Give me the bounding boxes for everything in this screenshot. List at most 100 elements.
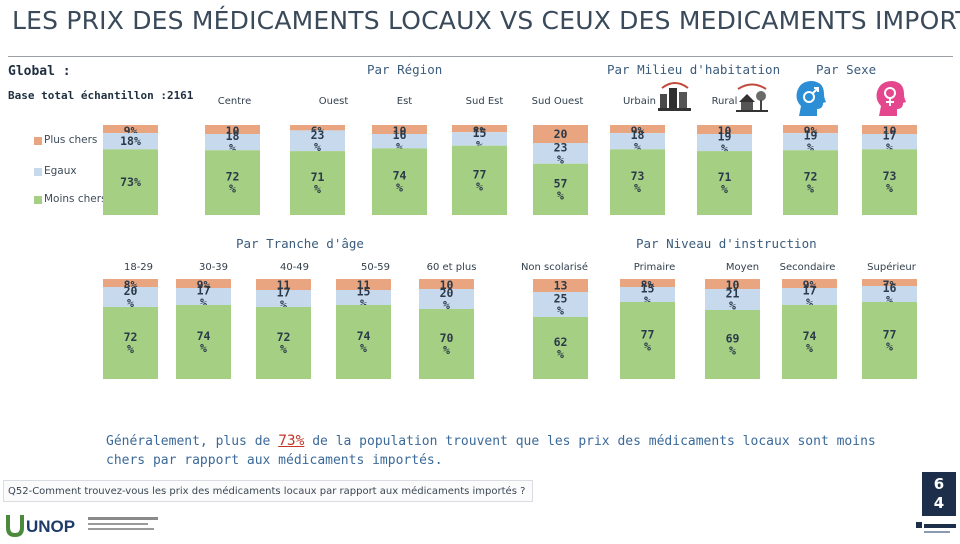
bar-segment-sud-ouest-egaux [533, 143, 588, 164]
unop-logo: UNOP [4, 512, 164, 538]
data-label-ouest-moins-chers: 71% [311, 170, 325, 196]
bar-segment-ouest-moins-chers [290, 151, 345, 215]
bar-segment-femme-plus-chers [862, 125, 917, 134]
bar-segment-50-59-plus-chers [336, 279, 391, 290]
title-divider [8, 56, 953, 57]
data-label-secondaire-moins-chers: 74% [803, 329, 817, 355]
bar-segment-superieur-egaux [862, 286, 917, 302]
data-label-primaire-egaux: 15% [641, 282, 655, 308]
data-label-60-et-plus-egaux: 20% [440, 286, 454, 312]
global-label: Global : [8, 64, 71, 79]
bar-segment-primaire-egaux [620, 287, 675, 302]
data-label-sud-est-moins-chers: 77% [473, 167, 487, 193]
bar-segment-ouest-plus-chers [290, 125, 345, 131]
data-label-60-et-plus-moins-chers: 70% [440, 331, 454, 357]
bar-segment-primaire-plus-chers [620, 279, 675, 287]
data-label-18-29-egaux: 20% [124, 284, 138, 310]
category-label-est: Est [397, 96, 413, 107]
summary-before: Généralement, plus de [106, 434, 279, 449]
data-label-40-49-plus-chers: 11 [277, 278, 291, 292]
bar-segment-est-plus-chers [372, 125, 427, 134]
data-label-secondaire-egaux: 17% [803, 284, 817, 310]
section-header-age: Par Tranche d'âge [236, 236, 364, 251]
data-label-primaire-moins-chers: 77% [641, 328, 655, 354]
legend-swatch-egaux [34, 168, 42, 176]
page-number-line-2: 4 [933, 494, 945, 512]
bar-segment-rural-egaux [697, 134, 752, 152]
bar-segment-homme-moins-chers [783, 150, 838, 215]
bar-segment-global-plus-chers [103, 125, 158, 134]
data-label-sud-ouest-moins-chers: 57% [554, 176, 568, 202]
bar-segment-18-29-plus-chers [103, 279, 158, 287]
page-number-line-1: 6 [933, 475, 945, 493]
data-label-global-egaux: 18% [120, 134, 141, 148]
data-label-rural-egaux: 19% [718, 130, 732, 156]
summary-text: Généralement, plus de 73% de la populati… [106, 432, 896, 470]
bar-segment-60-et-plus-plus-chers [419, 279, 474, 289]
summary-highlight: 73% [278, 433, 305, 449]
data-label-centre-moins-chers: 72% [226, 170, 240, 196]
bar-segment-60-et-plus-moins-chers [419, 309, 474, 379]
category-label-secondaire: Secondaire [780, 262, 836, 273]
summary-after: de la population trouvent que les prix d… [106, 434, 876, 468]
bar-segment-non-scolarise-plus-chers [533, 279, 588, 292]
legend-label-moins-chers: Moins chers [44, 193, 107, 205]
bar-segment-18-29-moins-chers [103, 307, 158, 379]
bar-segment-40-49-plus-chers [256, 279, 311, 290]
data-label-moyen-moins-chers: 69% [726, 332, 740, 358]
data-label-sud-ouest-egaux: 23% [554, 140, 568, 166]
data-label-18-29-moins-chers: 72% [124, 330, 138, 356]
bar-segment-urbain-egaux [610, 133, 665, 150]
category-label-non-scolarise: Non scolarisé [521, 261, 588, 273]
page-number: 6 4 [922, 472, 956, 516]
bar-segment-40-49-moins-chers [256, 307, 311, 379]
category-label-primaire: Primaire [634, 262, 675, 273]
category-label-30-39: 30-39 [199, 262, 228, 273]
data-label-40-49-egaux: 17% [277, 286, 291, 312]
bar-segment-moyen-moins-chers [705, 310, 760, 379]
data-label-50-59-plus-chers: 11 [357, 278, 371, 292]
legend-label-egaux: Egaux [44, 165, 77, 177]
data-label-superieur-moins-chers: 77% [883, 328, 897, 354]
data-label-urbain-moins-chers: 73% [631, 169, 645, 195]
section-header-region: Par Région [367, 62, 443, 77]
bar-segment-superieur-plus-chers [862, 279, 917, 286]
data-label-est-egaux: 16% [393, 128, 407, 154]
bar-segment-secondaire-plus-chers [782, 279, 837, 288]
bar-segment-homme-egaux [783, 133, 838, 151]
page-title: LES PRIX DES MÉDICAMENTS LOCAUX VS CEUX … [12, 6, 960, 35]
category-label-sud-est: Sud Est [466, 96, 504, 107]
bar-segment-est-egaux [372, 134, 427, 149]
bar-segment-non-scolarise-moins-chers [533, 317, 588, 379]
data-label-non-scolarise-egaux: 25% [554, 292, 568, 318]
female-head-icon [873, 78, 907, 118]
bar-segment-global-moins-chers [103, 149, 158, 215]
bar-segment-30-39-egaux [176, 288, 231, 305]
base-label: Base total échantillon :2161 [8, 89, 194, 102]
bar-segment-30-39-plus-chers [176, 279, 231, 288]
rural-illustration-icon [735, 80, 769, 114]
data-label-femme-egaux: 17% [883, 129, 897, 155]
data-label-30-39-moins-chers: 74% [197, 329, 211, 355]
category-label-urbain: Urbain [623, 96, 656, 107]
bar-segment-femme-egaux [862, 134, 917, 150]
bar-segment-rural-moins-chers [697, 151, 752, 215]
bar-segment-18-29-egaux [103, 287, 158, 307]
data-label-non-scolarise-moins-chers: 62% [554, 335, 568, 361]
urban-illustration-icon [657, 80, 693, 114]
bar-segment-30-39-moins-chers [176, 305, 231, 379]
section-header-milieu: Par Milieu d'habitation [607, 62, 781, 77]
bar-segment-superieur-moins-chers [862, 302, 917, 379]
category-label-superieur: Supérieur [867, 261, 917, 273]
bar-segment-urbain-moins-chers [610, 149, 665, 215]
bar-segment-secondaire-egaux [782, 288, 837, 305]
data-label-rural-moins-chers: 71% [718, 170, 732, 196]
data-label-50-59-moins-chers: 74% [357, 329, 371, 355]
data-label-global-moins-chers: 73% [120, 175, 141, 189]
bar-segment-moyen-egaux [705, 289, 760, 310]
